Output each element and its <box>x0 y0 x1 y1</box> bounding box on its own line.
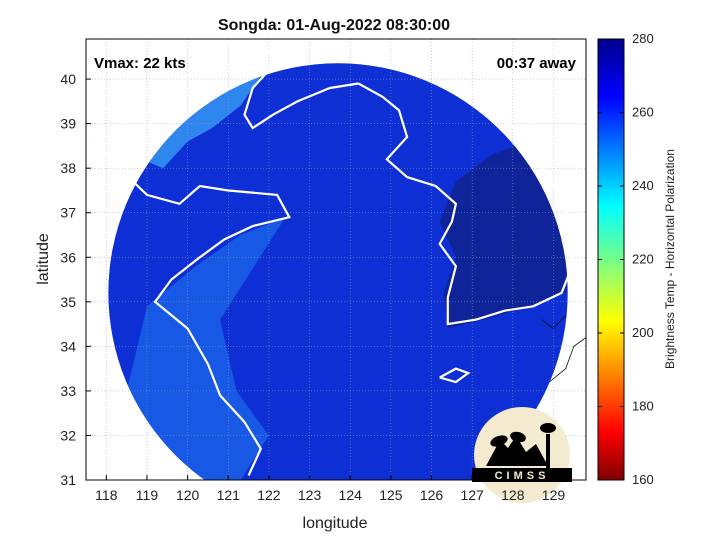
x-tick-label: 119 <box>136 487 159 503</box>
y-tick-label: 38 <box>60 160 76 176</box>
cimss-logo-text: CIMSS <box>495 470 550 482</box>
figure-title: Songda: 01-Aug-2022 08:30:00 <box>218 17 450 34</box>
coastline <box>439 367 471 384</box>
coastline-inside-swath <box>89 39 579 476</box>
colorbar-tick-label: 280 <box>632 31 654 46</box>
x-tick-label: 122 <box>257 487 281 503</box>
y-tick-label: 34 <box>60 338 76 354</box>
x-tick-label: 125 <box>379 487 403 503</box>
x-tick-label: 128 <box>501 487 525 503</box>
x-tick-label: 124 <box>339 487 363 503</box>
coastline-japan <box>549 337 586 383</box>
x-tick-label: 126 <box>420 487 444 503</box>
colorbar-tick-label: 220 <box>632 252 654 267</box>
y-tick-label: 40 <box>60 71 76 87</box>
vmax-label: Vmax: 22 kts <box>94 55 186 72</box>
cimss-logo: CIMSS <box>472 407 572 503</box>
y-tick-label: 32 <box>60 427 76 443</box>
colorbar-tick-label: 180 <box>632 399 654 414</box>
x-tick-label: 129 <box>542 487 566 503</box>
x-tick-label: 121 <box>217 487 241 503</box>
y-axis-label: latitude <box>35 233 52 285</box>
colorbar-tick-label: 200 <box>632 325 654 340</box>
colorbar-tick-label: 160 <box>632 472 654 487</box>
plot-frame <box>85 38 587 481</box>
colorbar-ticks: 160 180 200 220 240 260 280 <box>598 31 654 487</box>
x-tick-label: 123 <box>298 487 322 503</box>
y-tick-label: 36 <box>60 249 76 265</box>
y-tick-label: 37 <box>60 205 76 221</box>
y-tick-label: 33 <box>60 383 76 399</box>
colorbar <box>597 38 625 481</box>
colorbar-tick-label: 260 <box>632 105 654 120</box>
y-tick-label: 31 <box>60 472 76 488</box>
y-tick-label: 39 <box>60 116 76 132</box>
map-area <box>86 39 586 480</box>
coastline <box>357 39 579 326</box>
x-tick-label: 118 <box>95 487 118 503</box>
y-tick-label: 35 <box>60 294 76 310</box>
x-axis-ticks: 118 119 120 121 122 123 124 125 126 127 128 129 <box>95 475 565 503</box>
grid-lines <box>86 39 586 480</box>
x-tick-label: 127 <box>460 487 484 503</box>
y-axis-ticks: 31 32 33 34 35 36 37 38 39 40 <box>60 71 91 488</box>
time-away-label: 00:37 away <box>497 55 577 72</box>
colorbar-label: Brightness Temp - Horizontal Polarizatio… <box>663 149 677 369</box>
coastline <box>89 136 291 476</box>
x-axis-label: longitude <box>303 515 368 532</box>
colorbar-tick-label: 240 <box>632 178 654 193</box>
coastline-japan <box>541 314 566 330</box>
x-tick-label: 120 <box>176 487 200 503</box>
coastline <box>89 39 359 130</box>
